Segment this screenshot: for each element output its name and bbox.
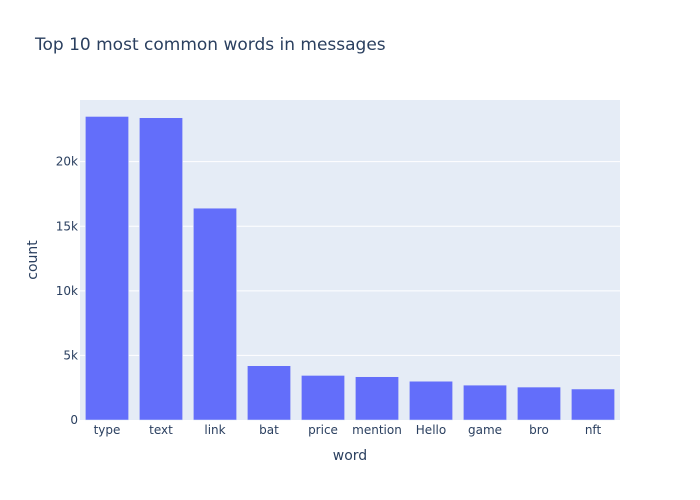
x-tick-label: bat: [259, 423, 279, 437]
bar-type[interactable]: [85, 116, 129, 421]
x-tick-label: link: [204, 423, 225, 437]
y-tick-label: 15k: [56, 219, 78, 233]
x-tick-label: bro: [529, 423, 549, 437]
x-tick-label: type: [94, 423, 121, 437]
bar-text[interactable]: [139, 117, 183, 421]
x-tick-label: price: [308, 423, 338, 437]
bar-nft[interactable]: [571, 388, 615, 421]
y-axis-title: count: [25, 240, 41, 280]
x-axis-ticks: type text link bat price mention Hello game bro n…: [94, 423, 602, 437]
bar-link[interactable]: [193, 207, 237, 421]
bar-hello[interactable]: [409, 381, 453, 421]
bars: [85, 116, 615, 421]
bar-bro[interactable]: [517, 386, 561, 421]
x-tick-label: Hello: [416, 423, 446, 437]
y-tick-label: 0: [70, 413, 78, 427]
x-tick-label: text: [149, 423, 173, 437]
bar-bat[interactable]: [247, 365, 291, 421]
y-tick-label: 20k: [56, 155, 78, 169]
bar-mention[interactable]: [355, 376, 399, 421]
x-axis-title: word: [333, 448, 367, 464]
x-tick-label: nft: [585, 423, 602, 437]
y-axis-ticks: 0 5k 10k 15k 20k: [56, 155, 78, 427]
y-tick-label: 10k: [56, 284, 78, 298]
x-tick-label: game: [468, 423, 502, 437]
bar-game[interactable]: [463, 384, 507, 421]
x-tick-label: mention: [352, 423, 402, 437]
chart-title: Top 10 most common words in messages: [34, 35, 386, 55]
y-tick-label: 5k: [63, 348, 78, 362]
bar-price[interactable]: [301, 375, 345, 421]
